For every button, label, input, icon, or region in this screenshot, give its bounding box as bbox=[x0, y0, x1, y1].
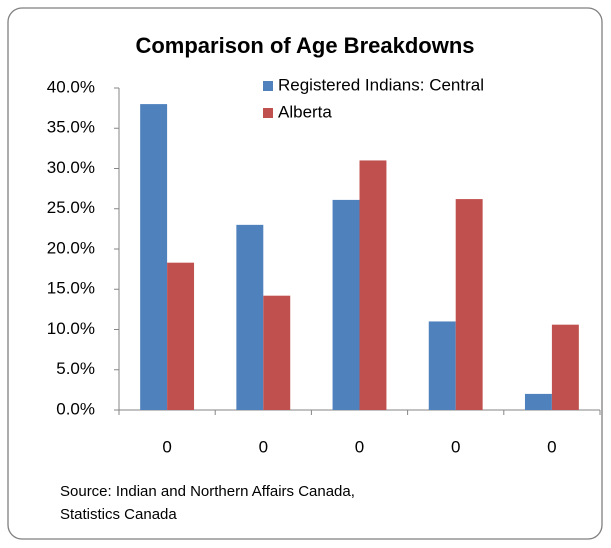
y-tick-label: 5.0% bbox=[56, 359, 95, 378]
x-tick-label: 0 bbox=[162, 437, 171, 456]
y-tick-label: 30.0% bbox=[47, 158, 95, 177]
bar bbox=[332, 199, 360, 410]
bar bbox=[551, 324, 579, 410]
y-tick-label: 40.0% bbox=[47, 77, 95, 96]
bar bbox=[359, 160, 387, 410]
x-tick-label: 0 bbox=[355, 437, 364, 456]
source-note: Source: Indian and Northern Affairs Cana… bbox=[60, 483, 355, 500]
x-tick-label: 0 bbox=[451, 437, 460, 456]
source-note: Statistics Canada bbox=[60, 506, 177, 523]
y-tick-label: 10.0% bbox=[47, 319, 95, 338]
x-tick-label: 0 bbox=[259, 437, 268, 456]
legend-swatch bbox=[263, 108, 273, 118]
bar bbox=[524, 393, 552, 410]
bar bbox=[455, 199, 483, 410]
y-tick-label: 0.0% bbox=[56, 399, 95, 418]
bar bbox=[140, 104, 168, 410]
bar bbox=[263, 295, 291, 410]
x-tick-label: 0 bbox=[547, 437, 556, 456]
y-tick-label: 15.0% bbox=[47, 279, 95, 298]
legend-label: Registered Indians: Central bbox=[278, 75, 484, 94]
y-tick-label: 25.0% bbox=[47, 198, 95, 217]
bar bbox=[236, 224, 264, 410]
y-tick-label: 35.0% bbox=[47, 118, 95, 137]
legend-label: Alberta bbox=[278, 102, 332, 121]
y-tick-label: 20.0% bbox=[47, 238, 95, 257]
bar bbox=[428, 321, 456, 410]
bar bbox=[167, 262, 195, 410]
chart-title: Comparison of Age Breakdowns bbox=[135, 33, 474, 58]
legend-swatch bbox=[263, 81, 273, 91]
